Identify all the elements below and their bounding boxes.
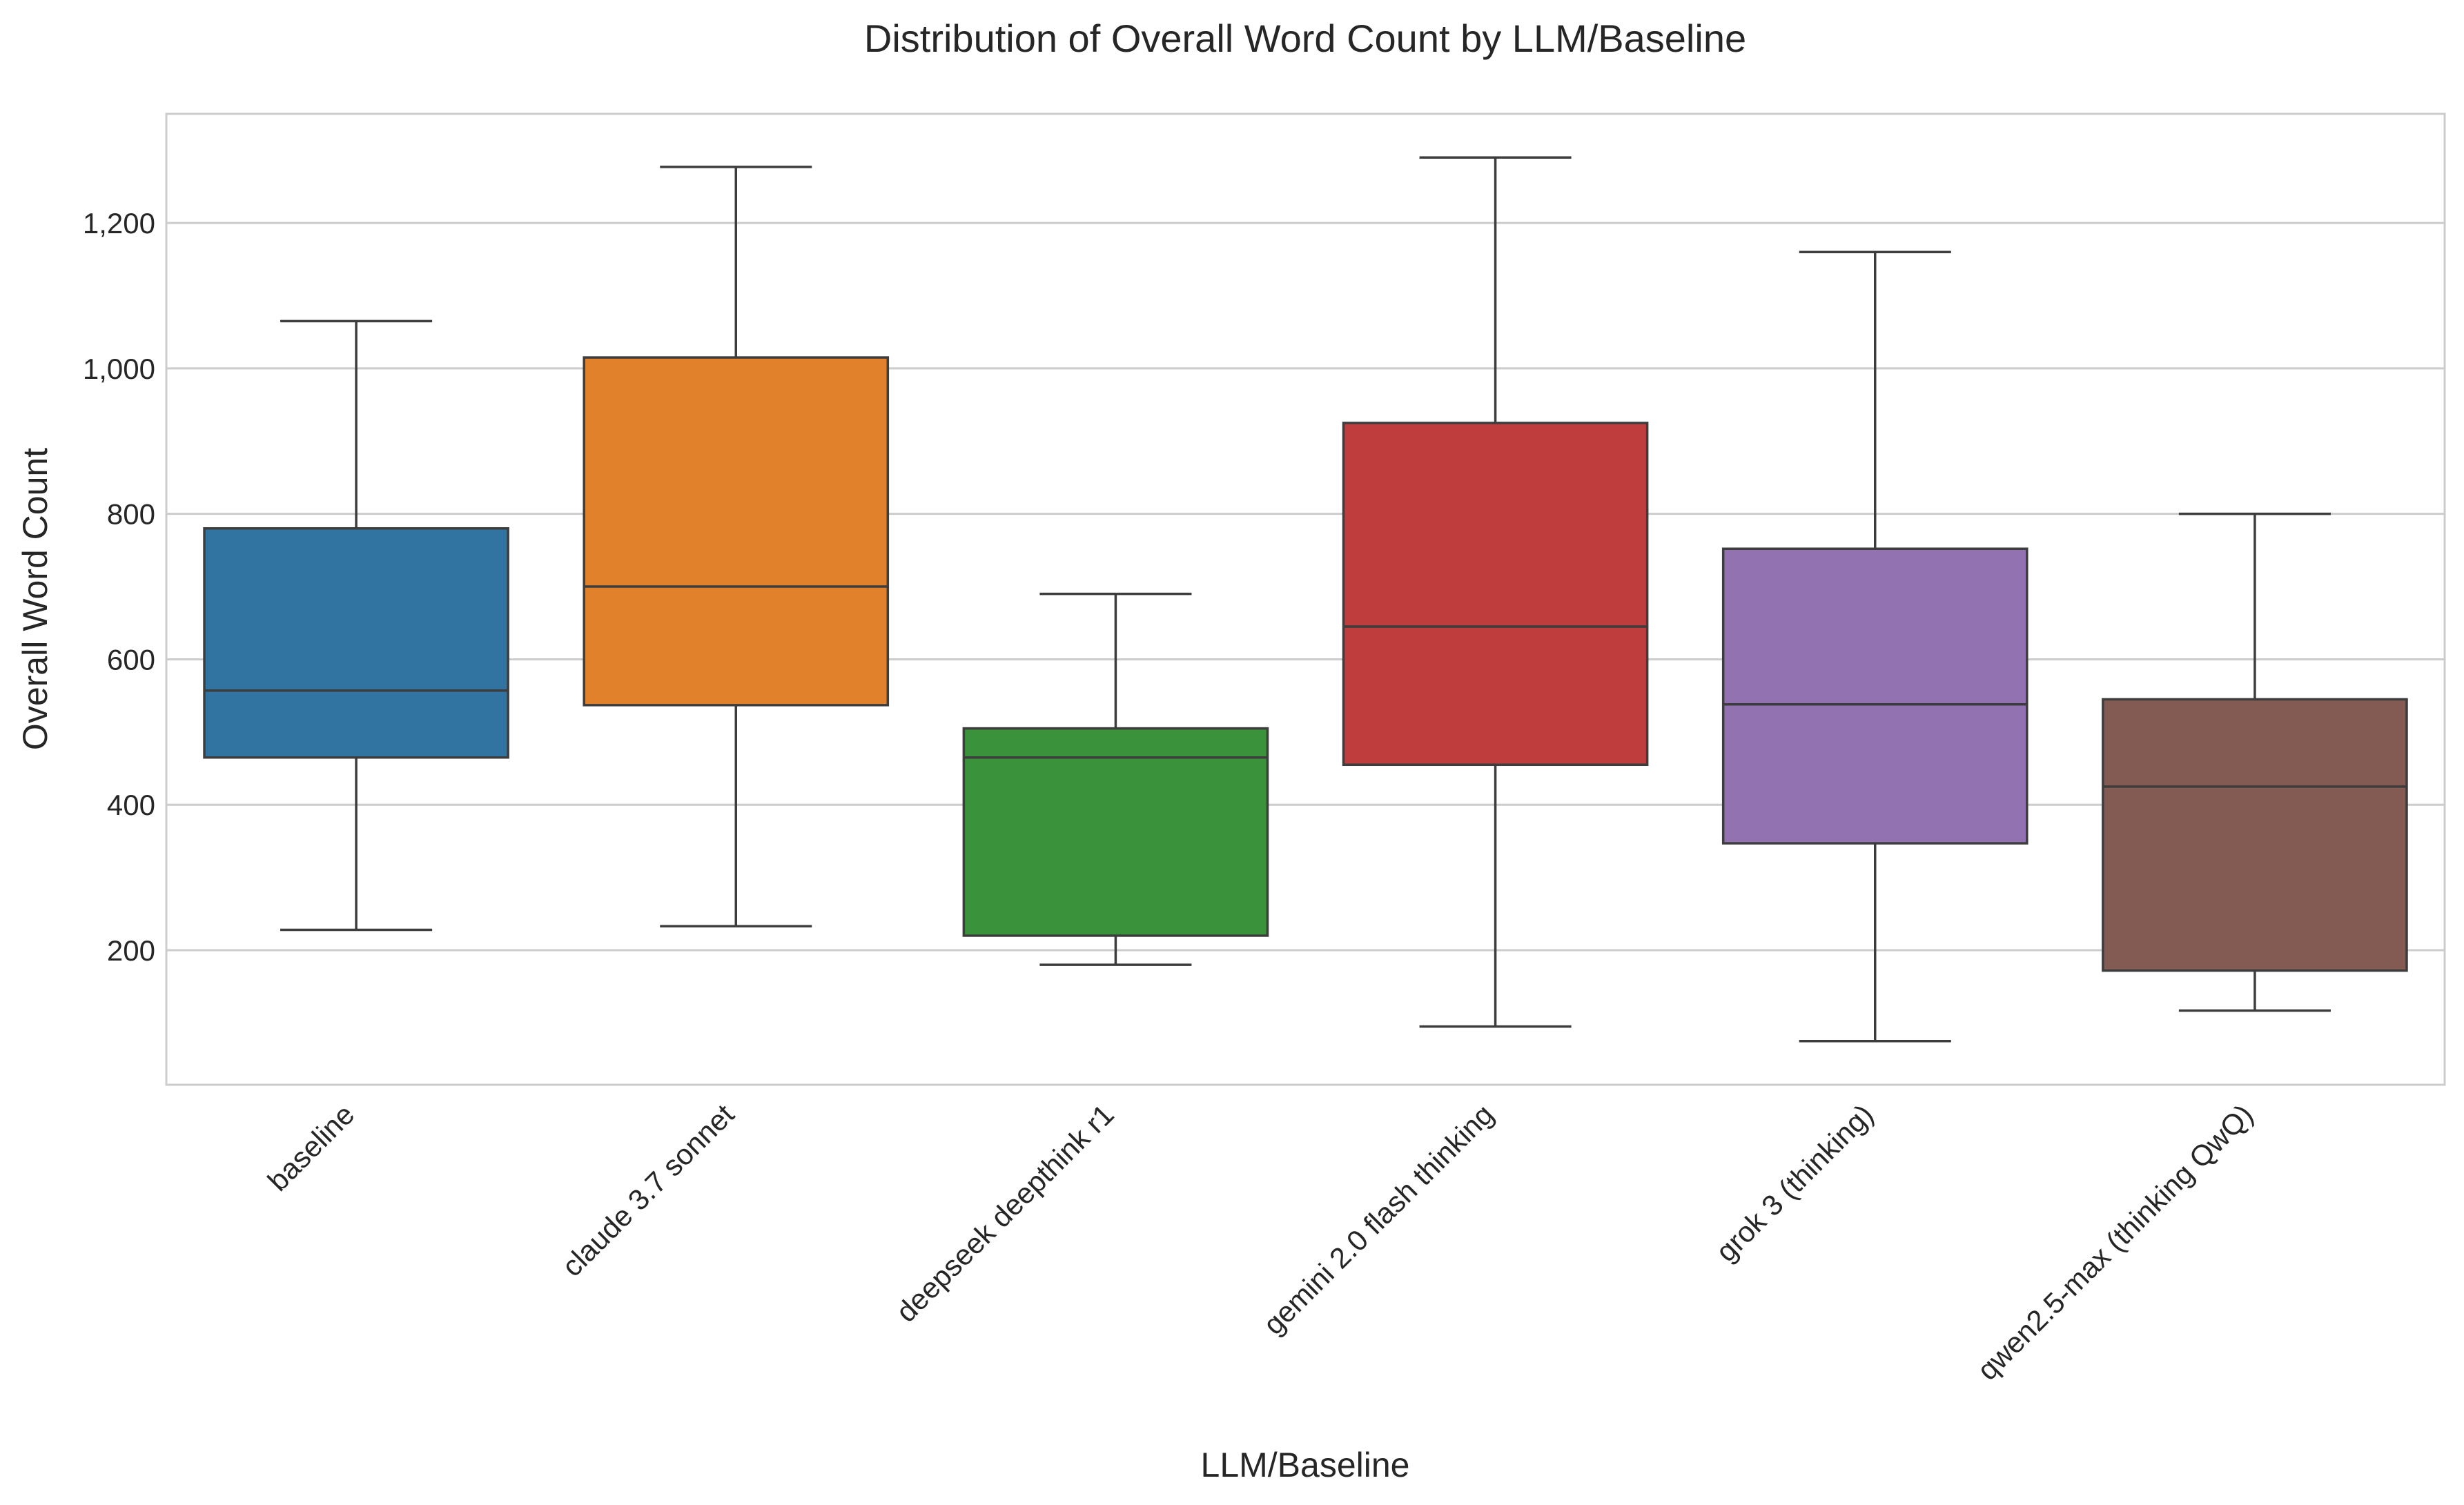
y-tick-labels: 200 400 600 800 1,000 1,200 <box>83 207 155 967</box>
iqr-box <box>1342 422 1649 767</box>
iqr-box <box>583 356 890 707</box>
x-tick-label: grok 3 (thinking) <box>1710 1098 1879 1268</box>
iqr-box <box>203 527 509 759</box>
iqr-box <box>962 727 1269 937</box>
y-tick-label: 600 <box>107 643 155 676</box>
y-tick-label: 200 <box>107 934 155 967</box>
box-plot-0 <box>203 319 509 932</box>
iqr-box <box>2102 698 2408 972</box>
box-plot-4 <box>1721 250 2028 1043</box>
y-tick-label: 1,200 <box>83 207 155 239</box>
y-tick-label: 400 <box>107 789 155 821</box>
y-tick-label: 800 <box>107 498 155 531</box>
x-tick-label: gemini 2.0 flash thinking <box>1257 1098 1500 1341</box>
box-plot-3 <box>1342 156 1649 1028</box>
x-tick-label: deepseek deepthink r1 <box>890 1098 1120 1328</box>
iqr-box <box>1721 547 2028 845</box>
box-plot-1 <box>583 166 890 927</box>
plot-frame <box>165 112 2446 1086</box>
y-axis-label: Overall Word Count <box>16 448 55 750</box>
box-plot-5 <box>2102 512 2408 1012</box>
chart-title: Distribution of Overall Word Count by LL… <box>864 17 1746 60</box>
box-plot-2 <box>962 592 1269 966</box>
x-tick-label: claude 3.7 sonnet <box>556 1098 741 1283</box>
x-tick-label: qwen2.5-max (thinking QwQ) <box>1971 1098 2259 1386</box>
grid-lines <box>166 222 2445 952</box>
x-axis-label: LLM/Baseline <box>1201 1446 1410 1484</box>
box-plots <box>203 156 2408 1043</box>
x-tick-labels: baseline claude 3.7 sonnet deepseek deepth… <box>262 1098 2260 1386</box>
x-tick-label: baseline <box>262 1098 361 1197</box>
y-tick-label: 1,000 <box>83 353 155 385</box>
